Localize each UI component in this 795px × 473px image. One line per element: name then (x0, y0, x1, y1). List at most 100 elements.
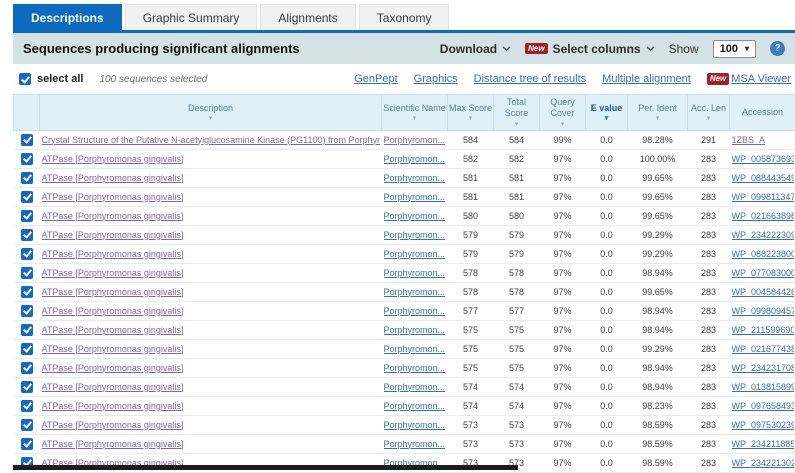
row-checkbox-cell (13, 301, 40, 321)
download-button[interactable]: Download (440, 42, 511, 56)
column-header-e-value[interactable]: E value ▾ (585, 94, 628, 131)
column-header-accession[interactable]: Accession (729, 94, 795, 131)
tab-alignments[interactable]: Alignments (260, 4, 356, 30)
row-checkbox[interactable] (20, 209, 33, 222)
description-link[interactable]: ATPase [Porphyromonas gingivalis] (41, 400, 184, 411)
description-link[interactable]: ATPase [Porphyromonas gingivalis] (41, 191, 184, 202)
scientific-name-link[interactable]: Porphyromon... (383, 153, 446, 164)
description-link[interactable]: ATPase [Porphyromonas gingivalis] (41, 438, 184, 449)
accession-link[interactable]: WP_013815899.1 (731, 381, 794, 392)
row-checkbox[interactable] (20, 190, 33, 203)
column-header-acc-len[interactable]: Acc. Len ▾ (687, 94, 730, 131)
accession-link[interactable]: WP_021677438.1 (731, 343, 794, 354)
row-checkbox[interactable] (20, 437, 33, 450)
scientific-name-link[interactable]: Porphyromon... (383, 267, 446, 278)
scientific-name-link[interactable]: Porphyromon... (383, 172, 446, 183)
column-header-query-cover[interactable]: Query Cover ▾ (539, 94, 586, 131)
description-link[interactable]: ATPase [Porphyromonas gingivalis] (41, 419, 184, 430)
scientific-name-link[interactable]: Porphyromon... (383, 229, 446, 240)
scientific-name-link[interactable]: Porphyromon... (383, 305, 446, 316)
accession-link[interactable]: WP_097530239.1 (731, 419, 794, 430)
description-link[interactable]: ATPase [Porphyromonas gingivalis] (41, 172, 184, 183)
scientific-name-link[interactable]: Porphyromon... (383, 343, 446, 354)
description-link[interactable]: ATPase [Porphyromonas gingivalis] (41, 305, 184, 316)
accession-link[interactable]: WP_088223800.1 (731, 248, 794, 259)
description-link[interactable]: Crystal Structure of the Putative N-acet… (41, 134, 380, 145)
row-checkbox[interactable] (20, 418, 33, 431)
description-link[interactable]: ATPase [Porphyromonas gingivalis] (41, 267, 184, 278)
column-header-description[interactable]: Description ▾ (39, 94, 382, 131)
accession-link[interactable]: WP_005873693.1 (731, 153, 794, 164)
table-row: ATPase [Porphyromonas gingivalis] Porphy… (13, 263, 795, 283)
scientific-name-link[interactable]: Porphyromon... (383, 191, 446, 202)
row-checkbox[interactable] (20, 133, 33, 146)
accession-link[interactable]: WP_099811347.1 (731, 191, 794, 202)
scientific-name-link[interactable]: Porphyromon... (383, 438, 446, 449)
description-link[interactable]: ATPase [Porphyromonas gingivalis] (41, 248, 184, 259)
accession-link[interactable]: WP_004584426.1 (731, 286, 794, 297)
row-checkbox[interactable] (20, 152, 33, 165)
scientific-name-link[interactable]: Porphyromon... (383, 210, 446, 221)
per-ident-cell: 98.94% (627, 301, 688, 321)
scrollbar-thumb[interactable] (13, 465, 518, 470)
description-link[interactable]: ATPase [Porphyromonas gingivalis] (41, 324, 184, 335)
accession-link[interactable]: 1ZBS_A (731, 134, 766, 145)
row-checkbox[interactable] (20, 323, 33, 336)
row-checkbox[interactable] (20, 399, 33, 412)
help-icon[interactable]: ? (770, 41, 785, 56)
multiple-alignment-link[interactable]: Multiple alignment (602, 73, 691, 85)
accession-link[interactable]: WP_234221302.1 (731, 457, 794, 468)
scientific-name-link[interactable]: Porphyromon... (383, 362, 446, 373)
row-checkbox[interactable] (20, 285, 33, 298)
select-columns-button[interactable]: New Select columns (525, 42, 655, 56)
description-link[interactable]: ATPase [Porphyromonas gingivalis] (41, 229, 184, 240)
select-all-checkbox[interactable] (19, 73, 31, 85)
row-checkbox[interactable] (20, 247, 33, 260)
column-header-total-score[interactable]: Total Score ▾ (493, 94, 540, 131)
accession-link[interactable]: WP_097658493.1 (731, 400, 794, 411)
tab-descriptions[interactable]: Descriptions (13, 4, 122, 30)
graphics-link[interactable]: Graphics (413, 73, 458, 85)
accession-link[interactable]: WP_234222309.1 (731, 229, 794, 240)
description-link[interactable]: ATPase [Porphyromonas gingivalis] (41, 343, 184, 354)
acc-len-cell: 283 (687, 168, 730, 188)
description-link[interactable]: ATPase [Porphyromonas gingivalis] (41, 210, 184, 221)
scientific-name-link[interactable]: Porphyromon... (383, 286, 446, 297)
row-checkbox[interactable] (20, 304, 33, 317)
tab-taxonomy[interactable]: Taxonomy (358, 4, 450, 30)
msa-viewer-link[interactable]: MSA Viewer (731, 73, 791, 85)
scientific-name-link[interactable]: Porphyromon... (383, 381, 446, 392)
show-count-select[interactable]: 100 ▾ (712, 39, 756, 58)
scientific-name-link[interactable]: Porphyromon... (383, 248, 446, 259)
scientific-name-link[interactable]: Porphyromon... (383, 324, 446, 335)
distance-tree-link[interactable]: Distance tree of results (473, 73, 587, 85)
row-checkbox[interactable] (20, 380, 33, 393)
accession-link[interactable]: WP_077083000.1 (731, 267, 794, 278)
column-header-max-score[interactable]: Max Score ▾ (447, 94, 494, 131)
description-link[interactable]: ATPase [Porphyromonas gingivalis] (41, 362, 184, 373)
accession-link[interactable]: WP_088443549.1 (731, 172, 794, 183)
row-checkbox[interactable] (20, 361, 33, 374)
description-link[interactable]: ATPase [Porphyromonas gingivalis] (41, 153, 184, 164)
e-value-cell: 0.0 (585, 206, 628, 226)
accession-link[interactable]: WP_234231708.1 (731, 362, 794, 373)
row-checkbox[interactable] (20, 171, 33, 184)
description-link[interactable]: ATPase [Porphyromonas gingivalis] (41, 457, 184, 468)
row-checkbox[interactable] (20, 342, 33, 355)
accession-link[interactable]: WP_021663896.1 (731, 210, 794, 221)
description-link[interactable]: ATPase [Porphyromonas gingivalis] (41, 381, 184, 392)
description-link[interactable]: ATPase [Porphyromonas gingivalis] (41, 286, 184, 297)
scientific-name-link[interactable]: Porphyromon... (383, 457, 446, 468)
accession-link[interactable]: WP_099809457.1 (731, 305, 794, 316)
accession-link[interactable]: WP_211599690.1 (731, 324, 794, 335)
accession-link[interactable]: WP_234211885.1 (731, 438, 794, 449)
column-header-scientific-name[interactable]: Scientific Name ▾ (381, 94, 448, 131)
row-checkbox[interactable] (20, 228, 33, 241)
tab-graphic-summary[interactable]: Graphic Summary (124, 4, 258, 30)
scientific-name-link[interactable]: Porphyromon... (383, 134, 446, 145)
scientific-name-link[interactable]: Porphyromon... (383, 419, 446, 430)
row-checkbox[interactable] (20, 266, 33, 279)
genpept-link[interactable]: GenPept (354, 73, 398, 85)
scientific-name-link[interactable]: Porphyromon... (383, 400, 446, 411)
column-header-per-ident[interactable]: Per. Ident ▾ (627, 94, 688, 131)
